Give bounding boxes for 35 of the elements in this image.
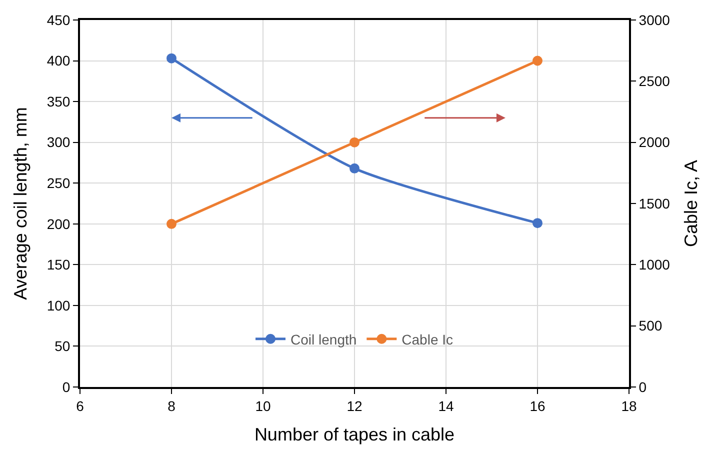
y-tick-label: 300: [46, 134, 70, 150]
point: [166, 218, 176, 229]
x-tick-label: 14: [438, 398, 454, 414]
x-tick-label: 18: [621, 398, 637, 414]
y2-tick-label: 2000: [638, 134, 670, 150]
y-tick-label: 50: [54, 338, 70, 354]
legend-label: Coil length: [290, 331, 357, 348]
x-tick-label: 8: [168, 398, 176, 414]
y-tick-label: 100: [46, 297, 70, 314]
y-tick-label: 250: [46, 175, 70, 192]
x-tick-label: 10: [255, 398, 271, 414]
y2-tick-label: 2500: [638, 73, 670, 90]
y2-tick-label: 500: [638, 318, 662, 334]
y-tick-label: 450: [46, 12, 70, 28]
point: [532, 218, 542, 228]
legend-label: Cable Ic: [402, 331, 454, 348]
x-tick-label: 16: [530, 398, 546, 414]
point: [350, 163, 360, 174]
x-tick-label: 12: [346, 398, 362, 414]
point: [166, 53, 176, 64]
y-tick-label: 0: [62, 378, 70, 395]
y-tick-label: 400: [46, 52, 70, 69]
y-tick-label: 150: [46, 256, 70, 273]
y-axis-title: Average coil length, mm: [10, 107, 31, 300]
y2-tick-label: 1000: [638, 256, 670, 273]
x-axis-title: Number of tapes in cable: [254, 424, 455, 444]
point: [350, 137, 360, 148]
y2-axis-title: Cable Ic, A: [680, 160, 701, 248]
x-tick-label: 6: [76, 398, 84, 414]
y2-tick-label: 0: [638, 378, 647, 395]
point: [532, 56, 542, 66]
y-tick-label: 350: [46, 93, 70, 110]
y2-tick-label: 1500: [638, 195, 670, 212]
y2-tick-label: 3000: [638, 12, 670, 28]
y-tick-label: 200: [46, 216, 70, 232]
